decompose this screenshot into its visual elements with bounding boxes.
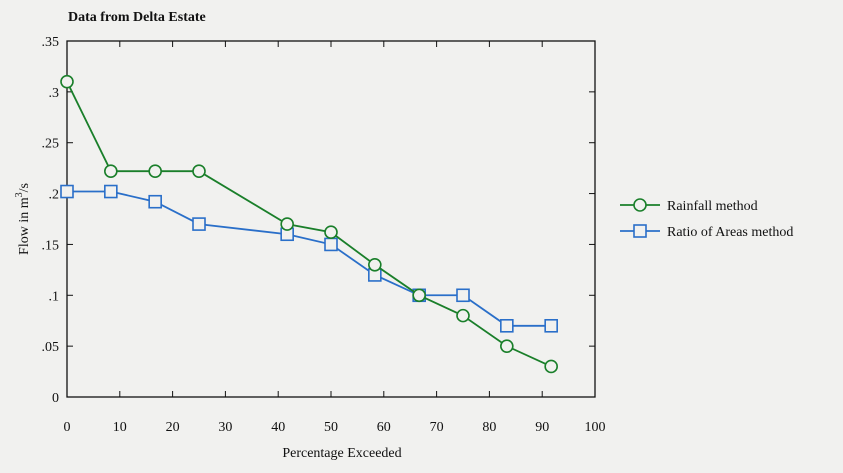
x-tick-label: 40	[271, 420, 285, 435]
data-point	[456, 308, 470, 323]
x-tick-label: 10	[113, 420, 127, 435]
y-tick-label: .1	[49, 289, 60, 304]
data-point	[544, 318, 558, 333]
y-axis-label-text: Flow in m	[17, 197, 32, 255]
data-point	[412, 288, 426, 303]
data-point	[192, 164, 206, 178]
data-point	[544, 359, 558, 374]
data-point	[148, 164, 162, 178]
legend-marker	[633, 198, 647, 212]
legend-marker	[633, 224, 647, 238]
x-tick-label: 50	[324, 420, 338, 435]
data-point	[60, 184, 74, 199]
data-point	[280, 217, 294, 231]
legend-entry: Rainfall method	[620, 198, 758, 214]
data-point	[324, 225, 338, 240]
x-tick-label: 90	[535, 420, 549, 435]
y-axis-label-unit: /s	[17, 183, 32, 192]
x-tick-label: 80	[482, 420, 496, 435]
data-point	[368, 257, 382, 272]
x-tick-label: 60	[377, 420, 391, 435]
x-tick-label: 30	[218, 420, 232, 435]
plot-frame	[66, 40, 596, 398]
series-line	[66, 81, 552, 368]
data-point	[148, 194, 162, 209]
series-square	[60, 184, 558, 333]
data-point	[60, 74, 74, 89]
chart-title: Data from Delta Estate	[68, 10, 206, 25]
data-point	[192, 217, 206, 231]
y-tick-label: .3	[49, 86, 60, 101]
y-tick-label: .15	[42, 238, 60, 253]
y-tick-label: .05	[42, 340, 60, 355]
data-point	[500, 339, 514, 353]
y-tick-label: .35	[42, 35, 60, 50]
data-point	[104, 164, 118, 178]
y-axis-label: Flow in m3/s	[14, 183, 32, 255]
x-axis-label: Percentage Exceeded	[282, 446, 401, 461]
data-point	[324, 237, 338, 252]
x-tick-label: 0	[64, 420, 71, 435]
y-axis-label-sup: 3	[14, 192, 25, 197]
series-circle	[60, 74, 558, 374]
y-tick-label: 0	[52, 391, 59, 406]
svg-text:Flow in m3/s: Flow in m3/s	[14, 183, 32, 255]
series-line	[67, 190, 552, 327]
axis-ticks: 0 10 20 30 40 50 60 70 80 90 100 0 .05 .1 .15 .2 .25 .3 .3…	[42, 35, 606, 435]
y-tick-label: .2	[49, 188, 60, 203]
legend-label: Ratio of Areas method	[667, 225, 793, 240]
legend-entry: Ratio of Areas method	[620, 224, 793, 240]
data-point	[104, 184, 118, 199]
series-layer	[60, 74, 558, 374]
data-point	[456, 288, 470, 303]
x-tick-label: 100	[585, 420, 606, 435]
x-tick-label: 70	[430, 420, 444, 435]
y-tick-label: .25	[42, 137, 60, 152]
x-tick-label: 20	[166, 420, 180, 435]
data-point	[500, 318, 514, 333]
legend: Rainfall method Ratio of Areas method	[620, 198, 793, 240]
legend-label: Rainfall method	[667, 199, 758, 214]
